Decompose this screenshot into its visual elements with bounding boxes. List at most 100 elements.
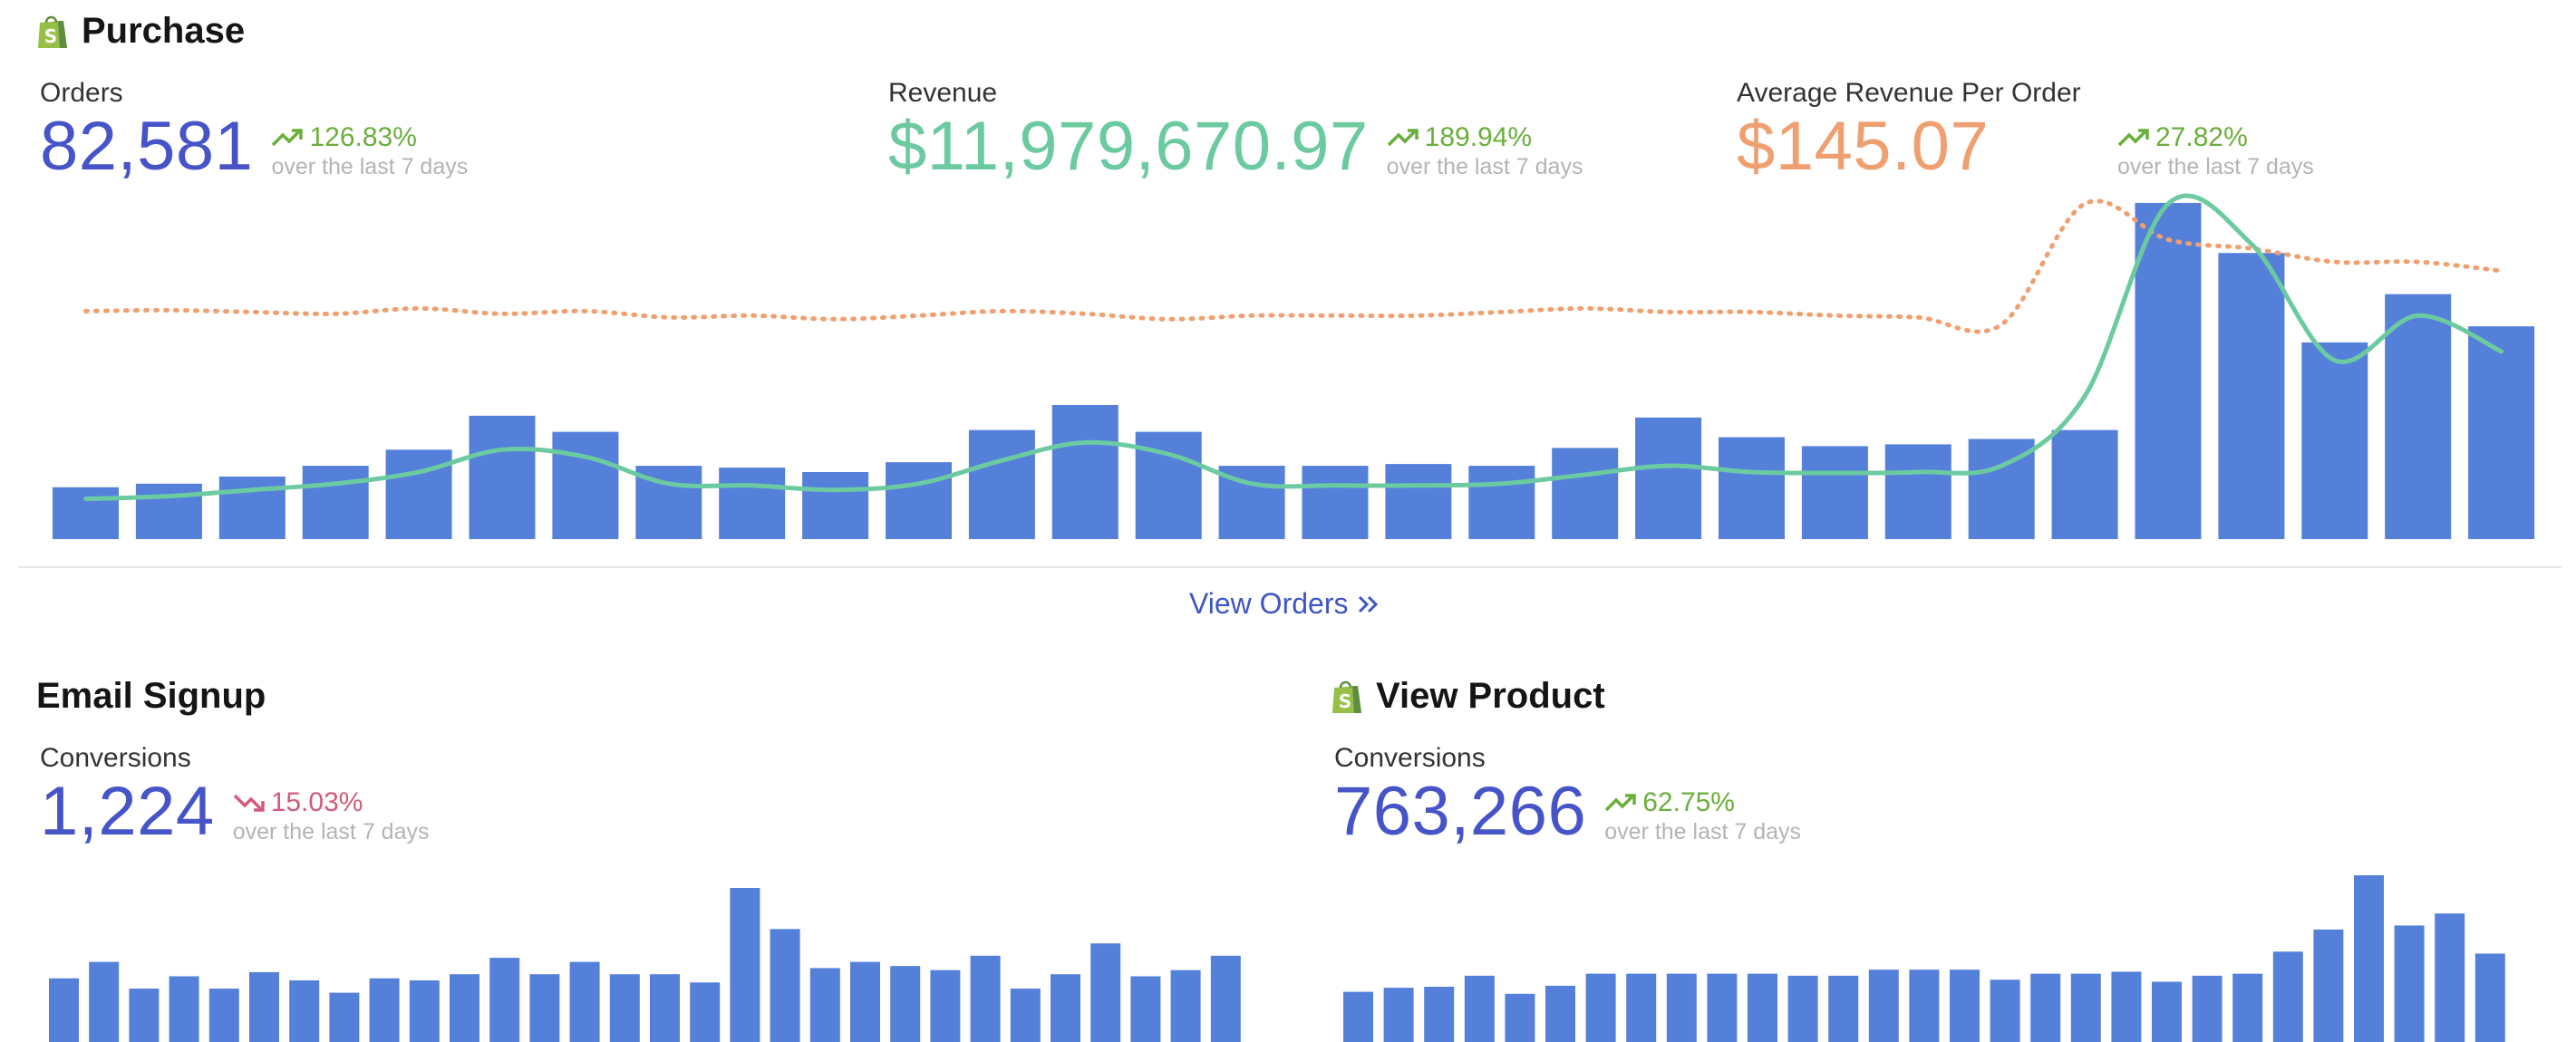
email-signup-bar-4 xyxy=(169,976,199,1042)
aov-metric: Average Revenue Per Order $145.07 27.82%… xyxy=(1737,78,2314,183)
view-product-bar-28 xyxy=(2435,913,2465,1042)
email-conversions-trend: 15.03% over the last 7 days xyxy=(233,788,430,845)
orders-change: 126.83% xyxy=(309,122,417,152)
email-signup-bar-12 xyxy=(489,958,520,1042)
email-signup-bar-19 xyxy=(770,929,800,1042)
view-product-chart xyxy=(1305,870,2576,1042)
view-product-bar-24 xyxy=(2272,951,2303,1042)
email-signup-bar-27 xyxy=(1090,943,1121,1042)
view-product-bar-12 xyxy=(1787,975,1818,1042)
revenue-metric: Revenue $11,979,670.97 189.94% over the … xyxy=(888,78,1583,183)
orders-bar-11 xyxy=(886,462,952,539)
email-signup-bar-3 xyxy=(129,989,160,1042)
view-product-bar-19 xyxy=(2070,973,2101,1042)
view-product-bar-25 xyxy=(2313,929,2344,1042)
email-conversions-metric: Conversions 1,224 15.03% over the last 7… xyxy=(40,743,429,848)
email-signup-bar-30 xyxy=(1210,955,1241,1042)
orders-bar-6 xyxy=(469,415,536,539)
view-product-bar-22 xyxy=(2192,975,2223,1042)
email-signup-bar-9 xyxy=(369,978,400,1042)
view-product-bar-13 xyxy=(1828,975,1859,1042)
revenue-trend: 189.94% over the last 7 days xyxy=(1387,123,1583,180)
orders-bar-27 xyxy=(2218,253,2285,539)
email-signup-chart xyxy=(0,870,1269,1042)
view-product-bar-27 xyxy=(2394,925,2425,1042)
double-chevron-right-icon xyxy=(1359,595,1379,613)
email-signup-bar-10 xyxy=(409,980,440,1042)
orders-bar-16 xyxy=(1302,466,1369,539)
revenue-label: Revenue xyxy=(888,78,998,108)
aov-value: $145.07 xyxy=(1737,108,1990,185)
email-signup-bar-18 xyxy=(730,888,760,1042)
view-product-bar-8 xyxy=(1626,973,1657,1042)
product-conversions-label: Conversions xyxy=(1334,743,1486,773)
orders-bar-1 xyxy=(53,487,119,539)
email-conversions-label: Conversions xyxy=(40,743,191,773)
orders-bar-29 xyxy=(2385,294,2452,539)
product-conversions-change: 62.75% xyxy=(1642,787,1735,817)
orders-bar-13 xyxy=(1051,404,1119,539)
view-product-bar-11 xyxy=(1748,973,1777,1042)
orders-bar-7 xyxy=(552,431,619,539)
view-product-bar-4 xyxy=(1464,975,1495,1042)
trend-up-icon xyxy=(2117,128,2150,148)
view-product-bar-15 xyxy=(1909,970,1940,1042)
orders-bar-23 xyxy=(1884,444,1951,539)
aov-trend: 27.82% over the last 7 days xyxy=(2117,123,2314,180)
view-product-bar-10 xyxy=(1707,973,1738,1042)
view-product-bar-23 xyxy=(2232,973,2263,1042)
view-product-bar-14 xyxy=(1868,970,1899,1042)
orders-bar-4 xyxy=(302,466,369,539)
orders-bar-17 xyxy=(1385,464,1452,539)
orders-bar-21 xyxy=(1719,437,1785,539)
shopping-bag-icon: S xyxy=(1331,679,1363,715)
email-conversions-value: 1,224 xyxy=(40,773,215,850)
orders-bar-19 xyxy=(1552,448,1619,539)
orders-bar-2 xyxy=(135,483,202,539)
revenue-value: $11,979,670.97 xyxy=(888,108,1369,185)
view-product-title: View Product xyxy=(1376,676,1605,716)
view-product-bar-17 xyxy=(1990,979,2020,1042)
view-product-bar-21 xyxy=(2152,981,2182,1042)
email-signup-bar-14 xyxy=(569,961,600,1042)
email-signup-bar-23 xyxy=(930,970,961,1042)
orders-bar-26 xyxy=(2135,202,2202,539)
orders-bar-10 xyxy=(802,471,869,539)
aov-label: Average Revenue Per Order xyxy=(1737,78,2081,108)
section-divider xyxy=(18,566,2561,568)
email-signup-bar-28 xyxy=(1130,976,1161,1042)
view-orders-label: View Orders xyxy=(1189,587,1349,620)
svg-text:S: S xyxy=(1339,690,1351,712)
trend-down-icon xyxy=(233,793,266,813)
email-signup-bar-7 xyxy=(289,980,320,1042)
orders-bar-22 xyxy=(1801,446,1868,539)
view-product-bar-7 xyxy=(1585,973,1616,1042)
email-signup-bar-8 xyxy=(329,992,360,1042)
product-conversions-value: 763,266 xyxy=(1334,773,1587,850)
view-product-bar-2 xyxy=(1383,988,1414,1042)
shopping-bag-icon: S xyxy=(36,14,69,50)
purchase-chart-svg xyxy=(53,193,2535,539)
aov-period: over the last 7 days xyxy=(2117,154,2314,179)
orders-bar-20 xyxy=(1635,417,1702,539)
email-signup-bar-2 xyxy=(89,961,120,1042)
view-orders-link[interactable]: View Orders xyxy=(1189,587,1380,621)
email-signup-bar-20 xyxy=(809,968,840,1042)
email-signup-bar-21 xyxy=(850,961,880,1042)
view-product-bar-3 xyxy=(1424,987,1455,1042)
view-product-bar-16 xyxy=(1950,970,1980,1042)
view-product-bar-20 xyxy=(2111,971,2142,1042)
view-product-bar-29 xyxy=(2474,953,2505,1042)
email-signup-bar-6 xyxy=(249,971,279,1042)
revenue-period: over the last 7 days xyxy=(1386,154,1583,179)
email-signup-bar-13 xyxy=(529,974,560,1042)
trend-up-icon xyxy=(1604,793,1637,813)
email-signup-bar-24 xyxy=(970,955,1001,1042)
email-signup-bar-22 xyxy=(890,966,921,1042)
email-signup-bar-29 xyxy=(1170,970,1201,1042)
orders-bar-28 xyxy=(2301,342,2368,539)
product-conversions-metric: Conversions 763,266 62.75% over the last… xyxy=(1334,743,1801,848)
revenue-series-line xyxy=(83,193,2504,502)
orders-bar-25 xyxy=(2051,429,2118,539)
email-signup-section-title: Email Signup xyxy=(36,676,266,717)
